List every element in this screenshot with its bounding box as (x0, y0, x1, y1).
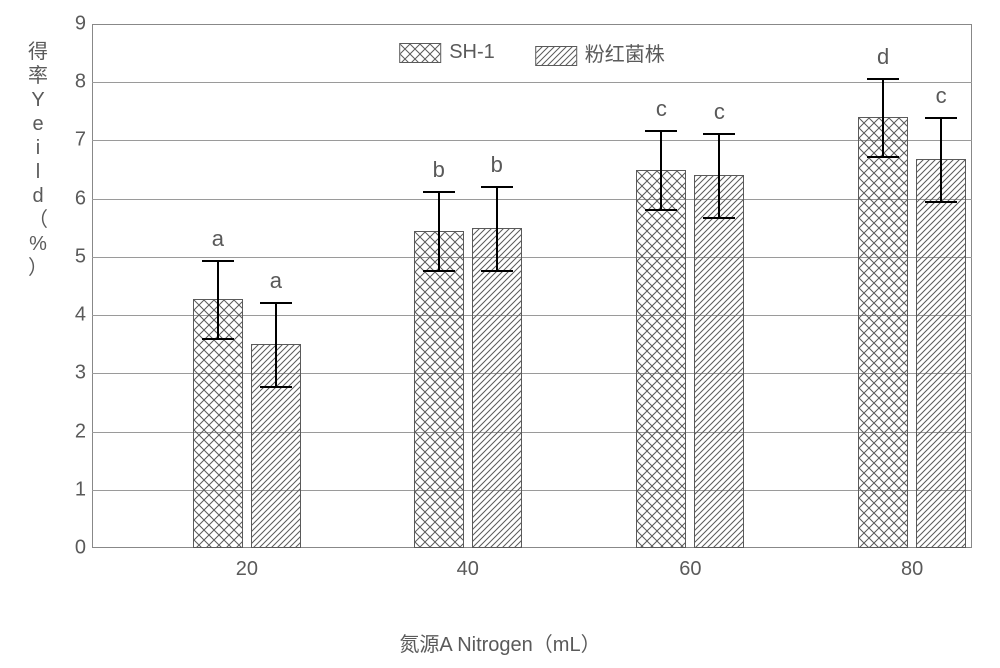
error-bar (496, 186, 498, 270)
error-cap (925, 117, 957, 119)
y-tick-label: 2 (62, 420, 86, 443)
significance-label: b (491, 152, 503, 178)
significance-label: d (877, 44, 889, 70)
legend: SH-1 粉红菌株 (399, 38, 665, 67)
error-cap (260, 386, 292, 388)
bar (694, 175, 744, 548)
error-cap (423, 270, 455, 272)
crosshatch-swatch-icon (399, 43, 441, 63)
y-tick-label: 1 (62, 478, 86, 501)
gridline (92, 140, 972, 141)
y-tick-label: 5 (62, 245, 86, 268)
significance-label: b (433, 157, 445, 183)
error-bar (438, 191, 440, 270)
error-cap (260, 302, 292, 304)
significance-label: a (212, 226, 224, 252)
significance-label: c (656, 96, 667, 122)
y-axis-label: 得率 Yeild（%） (28, 40, 48, 280)
error-bar (940, 117, 942, 201)
significance-label: c (936, 83, 947, 109)
legend-item-pink: 粉红菌株 (535, 38, 665, 67)
bar (858, 117, 908, 548)
error-cap (423, 191, 455, 193)
y-tick-label: 6 (62, 187, 86, 210)
x-axis-label: 氮源A Nitrogen（mL） (0, 628, 1000, 657)
y-tick-label: 4 (62, 304, 86, 327)
error-cap (703, 217, 735, 219)
legend-label: 粉红菌株 (585, 44, 665, 66)
x-tick-label: 20 (236, 558, 258, 581)
error-cap (202, 338, 234, 340)
error-bar (217, 260, 219, 338)
error-cap (867, 156, 899, 158)
error-cap (703, 133, 735, 135)
error-cap (925, 201, 957, 203)
y-tick-label: 3 (62, 362, 86, 385)
diag-swatch-icon (535, 46, 577, 66)
error-cap (867, 78, 899, 80)
gridline (92, 257, 972, 258)
y-tick-label: 0 (62, 537, 86, 560)
plot-area: SH-1 粉红菌株 0123456789 aabbccdc 20406080 (92, 24, 972, 548)
error-bar (718, 133, 720, 217)
error-cap (645, 130, 677, 132)
x-tick-label: 40 (457, 558, 479, 581)
error-cap (481, 270, 513, 272)
error-cap (202, 260, 234, 262)
x-tick-label: 80 (901, 558, 923, 581)
legend-item-sh1: SH-1 (399, 41, 495, 64)
bar (414, 231, 464, 548)
y-tick-label: 8 (62, 71, 86, 94)
legend-label: SH-1 (449, 41, 495, 63)
significance-label: a (270, 268, 282, 294)
bar (472, 228, 522, 548)
y-tick-label: 9 (62, 13, 86, 36)
gridline (92, 82, 972, 83)
y-tick-label: 7 (62, 129, 86, 152)
error-cap (645, 209, 677, 211)
error-bar (660, 130, 662, 209)
bar (636, 170, 686, 548)
gridline (92, 199, 972, 200)
bar (916, 159, 966, 548)
significance-label: c (714, 99, 725, 125)
error-bar (882, 78, 884, 156)
x-tick-label: 60 (679, 558, 701, 581)
error-cap (481, 186, 513, 188)
error-bar (275, 302, 277, 386)
